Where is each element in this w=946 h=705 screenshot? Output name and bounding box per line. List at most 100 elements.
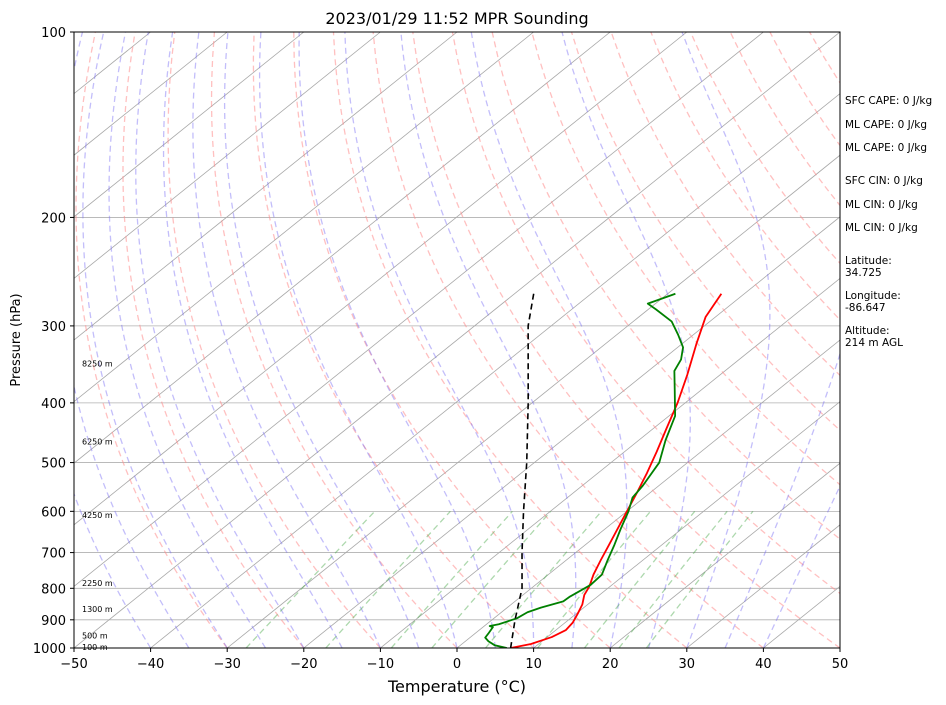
mixing-ratio-line	[645, 510, 754, 648]
mixing-ratio-line	[485, 510, 602, 648]
dry-adiabat	[332, 32, 688, 648]
isotherm	[74, 32, 764, 587]
moist-adiabat	[74, 492, 152, 648]
x-tick-label: −30	[213, 657, 240, 672]
moist-adiabat	[258, 32, 458, 648]
background-lines	[74, 32, 946, 648]
x-tick-label: 10	[525, 657, 542, 672]
isotherm	[686, 524, 840, 648]
sfc-cape-text: SFC CAPE: 0 J/kg	[845, 95, 932, 107]
dry-adiabat	[210, 32, 458, 648]
isotherm	[609, 462, 840, 648]
mixing-ratio-line	[618, 510, 728, 648]
x-axis-title: Temperature (°C)	[387, 677, 526, 696]
moist-adiabat	[561, 32, 691, 648]
dry-adiabat	[372, 32, 764, 648]
x-tick-label: 50	[832, 657, 849, 672]
sfc-cin-text: SFC CIN: 0 J/kg	[845, 175, 923, 187]
mixing-ratio-line	[245, 510, 376, 648]
isotherm	[74, 32, 458, 341]
dewpoint-profile	[484, 292, 684, 648]
longitude-value: -86.647	[845, 302, 886, 314]
moist-adiabat	[298, 32, 496, 648]
y-tick-label: 200	[41, 211, 66, 226]
y-tick-label: 800	[41, 582, 66, 597]
dry-adiabat	[650, 32, 840, 321]
mixing-ratio-line	[431, 510, 552, 648]
y-tick-label: 300	[41, 320, 66, 335]
ml-cape-text-2: ML CAPE: 0 J/kg	[845, 142, 927, 154]
moist-adiabat	[724, 32, 840, 648]
y-axis-title: Pressure (hPa)	[9, 293, 24, 386]
dry-adiabat	[610, 32, 840, 377]
height-label: 4250 m	[82, 511, 113, 520]
moist-adiabat	[108, 32, 267, 648]
x-tick-label: −40	[137, 657, 164, 672]
mixing-ratio-line	[390, 510, 513, 648]
isotherm	[226, 154, 840, 648]
x-tick-label: 40	[755, 657, 772, 672]
mixing-ratio-line	[325, 510, 451, 648]
moist-adiabat	[470, 32, 628, 648]
x-tick-label: 0	[453, 657, 461, 672]
isotherm	[74, 32, 840, 648]
location-panel: Latitude: 34.725 Longitude: -86.647 Alti…	[845, 255, 903, 349]
moist-adiabat	[162, 32, 343, 648]
isotherm	[74, 32, 534, 403]
height-label: 1300 m	[82, 605, 113, 614]
y-tick-label: 100	[41, 26, 66, 41]
x-tick-label: −50	[60, 657, 87, 672]
isotherm	[74, 32, 688, 526]
ml-cin-text-2: ML CIN: 0 J/kg	[845, 222, 918, 234]
x-tick-label: −10	[367, 657, 394, 672]
dry-adiabat	[122, 32, 305, 648]
moist-adiabat	[344, 32, 535, 648]
mixing-ratio-line	[537, 510, 651, 648]
isotherm	[74, 32, 305, 218]
latitude-label: Latitude:	[845, 255, 892, 267]
moist-adiabat	[82, 32, 228, 648]
isotherm	[74, 32, 228, 156]
height-label: 500 m	[82, 632, 108, 641]
temperature-profile	[510, 293, 723, 648]
x-axis: −50 −40 −30 −20 −10 0 10 20 30 40 50	[60, 648, 848, 672]
longitude-label: Longitude:	[845, 290, 901, 302]
isotherm	[303, 216, 840, 648]
moist-adiabat	[400, 32, 577, 648]
moist-adiabat	[135, 32, 305, 648]
ml-cape-text: ML CAPE: 0 J/kg	[845, 119, 927, 131]
y-tick-label: 900	[41, 614, 66, 629]
isotherm	[380, 277, 840, 648]
latitude-value: 34.725	[845, 267, 882, 279]
chart-title: 2023/01/29 11:52 MPR Sounding	[325, 9, 588, 28]
stats-panel: SFC CAPE: 0 J/kg ML CAPE: 0 J/kg ML CAPE…	[845, 95, 932, 234]
y-tick-label: 1000	[33, 642, 66, 657]
y-tick-label: 500	[41, 457, 66, 472]
moist-adiabat	[192, 32, 381, 648]
moist-adiabat	[74, 32, 190, 648]
height-label: 8250 m	[82, 359, 113, 368]
y-tick-label: 600	[41, 505, 66, 520]
mixing-ratio-line	[583, 510, 696, 648]
x-tick-label: 30	[679, 657, 696, 672]
x-tick-label: 20	[602, 657, 619, 672]
x-tick-label: −20	[290, 657, 317, 672]
grid-layer	[74, 32, 840, 648]
dry-adiabat	[293, 32, 611, 648]
ml-cin-text: ML CIN: 0 J/kg	[845, 199, 918, 211]
isotherm	[150, 93, 840, 648]
dry-adiabat	[929, 32, 946, 648]
y-tick-label: 700	[41, 547, 66, 562]
dry-adiabat	[167, 32, 381, 648]
profile-lines	[484, 292, 723, 648]
dry-adiabat	[75, 32, 228, 648]
dry-adiabat	[412, 32, 840, 648]
isotherm	[74, 32, 611, 464]
isotherm	[456, 339, 840, 648]
height-label: 6250 m	[82, 437, 113, 446]
moist-adiabat	[223, 32, 420, 648]
y-tick-label: 400	[41, 397, 66, 412]
altitude-label: Altitude:	[845, 325, 890, 337]
height-label: 2250 m	[82, 579, 113, 588]
